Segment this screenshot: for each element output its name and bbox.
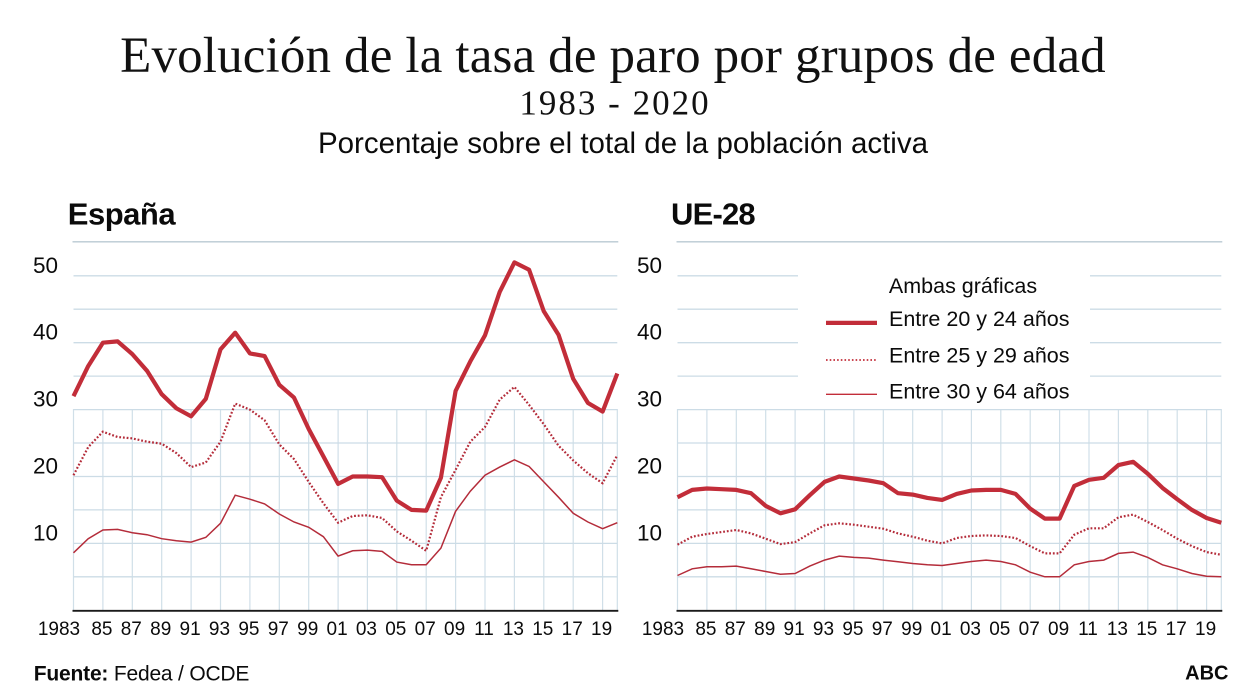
svg-text:Evolución de la tasa de paro p: Evolución de la tasa de paro por grupos … (120, 28, 1106, 84)
svg-text:Ambas gráficas: Ambas gráficas (889, 274, 1037, 298)
svg-text:España: España (68, 196, 177, 231)
svg-text:1983: 1983 (642, 619, 684, 640)
svg-text:19: 19 (591, 619, 612, 640)
svg-text:89: 89 (754, 619, 775, 640)
svg-text:07: 07 (415, 619, 436, 640)
svg-text:95: 95 (842, 619, 863, 640)
svg-text:97: 97 (872, 619, 893, 640)
svg-text:89: 89 (150, 619, 171, 640)
svg-text:19: 19 (1195, 619, 1216, 640)
svg-text:85: 85 (91, 619, 112, 640)
svg-text:Porcentaje sobre el total de l: Porcentaje sobre el total de la població… (318, 127, 929, 160)
svg-text:11: 11 (474, 619, 494, 640)
svg-text:99: 99 (297, 619, 318, 640)
svg-text:1983 - 2020: 1983 - 2020 (519, 84, 710, 123)
svg-text:97: 97 (268, 619, 289, 640)
svg-text:Entre 20 y 24 años: Entre 20 y 24 años (889, 307, 1069, 331)
svg-text:87: 87 (121, 619, 142, 640)
svg-text:09: 09 (1048, 619, 1069, 640)
svg-text:20: 20 (33, 454, 58, 479)
svg-text:01: 01 (931, 619, 952, 640)
svg-text:95: 95 (238, 619, 259, 640)
svg-text:05: 05 (989, 619, 1010, 640)
svg-text:1983: 1983 (38, 619, 80, 640)
svg-text:01: 01 (327, 619, 348, 640)
svg-text:10: 10 (637, 520, 662, 545)
svg-text:93: 93 (813, 619, 834, 640)
svg-text:ABC: ABC (1185, 662, 1228, 684)
svg-text:30: 30 (637, 387, 662, 412)
svg-text:20: 20 (637, 454, 662, 479)
svg-text:11: 11 (1078, 619, 1098, 640)
svg-text:93: 93 (209, 619, 230, 640)
svg-text:87: 87 (725, 619, 746, 640)
svg-text:09: 09 (444, 619, 465, 640)
svg-text:91: 91 (784, 619, 805, 640)
svg-text:40: 40 (637, 320, 662, 345)
svg-text:10: 10 (33, 520, 58, 545)
svg-text:15: 15 (1136, 619, 1157, 640)
svg-text:17: 17 (562, 619, 583, 640)
svg-text:91: 91 (180, 619, 201, 640)
svg-text:30: 30 (33, 387, 58, 412)
svg-text:07: 07 (1019, 619, 1040, 640)
svg-text:Entre 30 y 64 años: Entre 30 y 64 años (889, 380, 1069, 404)
svg-text:13: 13 (1107, 619, 1128, 640)
svg-text:99: 99 (901, 619, 922, 640)
svg-text:15: 15 (532, 619, 553, 640)
svg-text:Fuente: Fedea / OCDE: Fuente: Fedea / OCDE (34, 663, 250, 686)
svg-text:17: 17 (1166, 619, 1187, 640)
svg-text:Entre 25 y 29 años: Entre 25 y 29 años (889, 344, 1069, 368)
svg-text:40: 40 (33, 320, 58, 345)
svg-text:UE-28: UE-28 (671, 196, 755, 231)
svg-text:03: 03 (960, 619, 981, 640)
svg-text:50: 50 (637, 253, 662, 278)
svg-text:05: 05 (385, 619, 406, 640)
svg-text:50: 50 (33, 253, 58, 278)
svg-text:13: 13 (503, 619, 524, 640)
svg-text:03: 03 (356, 619, 377, 640)
svg-text:85: 85 (695, 619, 716, 640)
